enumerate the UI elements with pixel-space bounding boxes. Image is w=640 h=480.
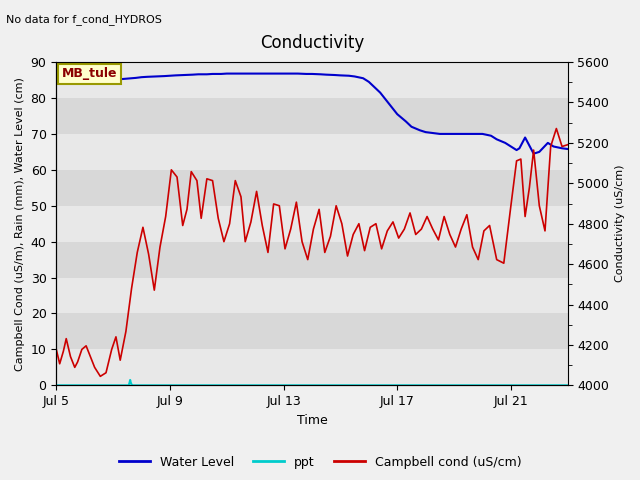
Bar <box>56 206 568 241</box>
Bar <box>56 170 568 206</box>
Y-axis label: Campbell Cond (uS/m), Rain (mm), Water Level (cm): Campbell Cond (uS/m), Rain (mm), Water L… <box>15 77 25 371</box>
X-axis label: Time: Time <box>296 414 328 427</box>
Bar <box>56 134 568 170</box>
Text: No data for f_cond_HYDROS: No data for f_cond_HYDROS <box>6 14 163 25</box>
Bar <box>56 98 568 134</box>
Y-axis label: Conductivity (uS/cm): Conductivity (uS/cm) <box>615 165 625 282</box>
Title: Conductivity: Conductivity <box>260 34 364 52</box>
Bar <box>56 277 568 313</box>
Legend: Water Level, ppt, Campbell cond (uS/cm): Water Level, ppt, Campbell cond (uS/cm) <box>114 451 526 474</box>
Bar <box>56 349 568 385</box>
Text: MB_tule: MB_tule <box>62 68 118 81</box>
Bar <box>56 313 568 349</box>
Bar <box>56 241 568 277</box>
Bar <box>56 62 568 98</box>
